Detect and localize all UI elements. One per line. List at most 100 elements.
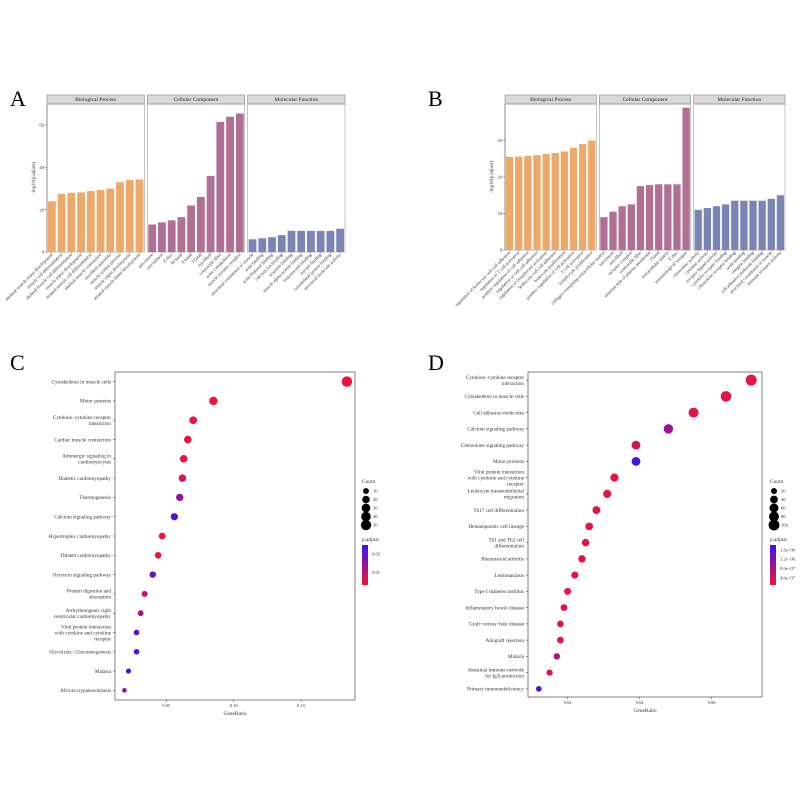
facet-strip-label: Biological Process xyxy=(75,97,116,103)
bar xyxy=(47,201,56,252)
bar xyxy=(560,151,569,250)
data-point xyxy=(125,668,131,674)
y-tick-label: Protein digestion and absorption xyxy=(67,589,111,601)
bar xyxy=(569,147,578,250)
padjust-legend-title: p.adjust xyxy=(362,537,379,543)
data-point xyxy=(180,455,188,463)
y-tick-label: Graft−versus−host disease xyxy=(469,621,525,628)
y-tick-label: Cytokine−cytokine receptor interaction xyxy=(466,375,525,387)
y-tick-label-line: Protein digestion and xyxy=(67,589,111,595)
y-tick-label: Malaria xyxy=(95,669,112,675)
y-tick-label-line: Cytokine−cytokine receptor xyxy=(466,375,524,381)
data-point xyxy=(170,513,178,521)
y-tick-label: Adrenergic signaling in cardiomyocytes xyxy=(62,454,111,466)
facet-panel xyxy=(147,103,245,253)
y-tick-label-line: Intestinal immune network xyxy=(468,667,524,673)
padjust-legend-label: 0.02 xyxy=(372,552,381,557)
padjust-colorbar xyxy=(770,545,776,585)
data-point xyxy=(133,648,140,655)
bar xyxy=(664,184,672,250)
count-legend-label: 50 xyxy=(373,523,378,528)
y-tick-label: 40 xyxy=(39,165,44,170)
bar xyxy=(600,217,608,250)
bar xyxy=(287,230,296,252)
padjust-legend-label: 1.6e−06 xyxy=(780,547,796,552)
bar xyxy=(655,184,663,250)
bar xyxy=(551,152,559,250)
panel-letter-d: D xyxy=(428,350,444,375)
y-tick-label: Hematopoietic cell lineage xyxy=(468,524,524,530)
padjust-legend-label: 0.01 xyxy=(372,570,381,575)
count-legend-label: 40 xyxy=(781,497,786,502)
bar xyxy=(125,180,134,252)
bar xyxy=(148,224,157,252)
count-legend-label: 10 xyxy=(373,489,378,494)
padjust-legend-label: 8.0e−07 xyxy=(780,566,796,571)
data-point xyxy=(176,493,184,502)
facet-strip-label: Cellular Component xyxy=(174,97,219,103)
y-tick-label: Leukocyte transendothelial migration xyxy=(468,489,525,501)
y-tick-label-line: Malaria xyxy=(95,669,112,675)
bar xyxy=(167,220,176,252)
x-tick-label: 0.15 xyxy=(297,703,306,708)
bar xyxy=(106,188,115,252)
y-tick-label-line: Cytoskeleton in muscle cells xyxy=(51,379,111,385)
bar xyxy=(57,193,66,252)
y-tick-label-line: Thermogenesis xyxy=(79,495,111,501)
panel-d-dot-plot: 0.02 0.04 0.06 GeneRatio Cytokine−cytokine r… xyxy=(461,371,796,714)
x-tick-label: 0.02 xyxy=(564,700,573,705)
y-tick-label-line: cardiomyocytes xyxy=(78,460,111,466)
facet-strip-label: Biological Process xyxy=(530,97,571,103)
data-point xyxy=(178,474,187,482)
data-point xyxy=(564,587,572,595)
y-axis-title: -log10(p.adjust) xyxy=(490,161,495,193)
bar xyxy=(196,197,205,252)
y-tick-label-line: receptor xyxy=(507,481,524,487)
count-legend-dot xyxy=(768,519,780,531)
data-point xyxy=(122,688,127,693)
bar xyxy=(505,156,514,250)
bar xyxy=(258,238,267,252)
bar xyxy=(77,192,85,252)
bar xyxy=(297,230,306,252)
bar xyxy=(731,200,739,250)
y-tick-label: Calcium signaling pathway xyxy=(54,515,111,521)
count-legend-label: 30 xyxy=(373,506,378,511)
data-point xyxy=(610,473,619,482)
data-point xyxy=(158,532,166,540)
y-tick-label-line: Type I diabetes mellitus xyxy=(474,589,524,595)
count-legend-dot xyxy=(770,495,778,504)
y-tick-label: Type I diabetes mellitus xyxy=(474,589,524,595)
count-legend-label: 40 xyxy=(373,514,378,519)
panel-b-bar-chart: 0 10 20 30 -log10(p.adjust) Biological Proces… xyxy=(454,94,786,307)
y-tick-label: Th17 cell differentiation xyxy=(473,507,524,514)
count-legend-label: 60 xyxy=(781,506,786,511)
y-tick-label: 60 xyxy=(39,123,44,128)
x-tick-label: 0.06 xyxy=(708,700,717,705)
bar xyxy=(776,195,785,250)
bar xyxy=(588,140,596,250)
count-legend-dot xyxy=(771,488,777,494)
padjust-legend-label: 1.2e−06 xyxy=(780,557,796,562)
y-tick-label-line: Cytoskeleton in muscle cells xyxy=(464,394,524,400)
y-tick-label: Leishmaniasis xyxy=(494,573,524,579)
bar xyxy=(721,204,730,250)
bar xyxy=(86,191,95,252)
data-point xyxy=(133,629,140,636)
padjust-legend-title: p.adjust xyxy=(770,537,787,543)
y-tick-label: Hypertrophic cardiomyopathy xyxy=(48,534,111,540)
bar xyxy=(326,230,335,252)
facet-panel xyxy=(693,103,786,251)
x-tick-label: Z disc xyxy=(667,250,679,262)
y-tick-label-line: absorption xyxy=(89,595,111,601)
y-tick-label: Primary immunodeficiency xyxy=(467,686,524,693)
y-tick-label-line: Cell adhesion molecules xyxy=(473,410,524,416)
y-axis-title: -log10(p.adjust) xyxy=(32,162,37,194)
data-point xyxy=(745,374,757,386)
data-point xyxy=(553,653,561,660)
facet-panel xyxy=(247,103,346,253)
panel-a-bar-chart: 0 20 40 60 -log10(p.adjust) Biological Proces… xyxy=(4,94,346,301)
x-tick-label: 0.10 xyxy=(230,703,239,708)
y-tick-label: Viral protein interaction with cytokine a… xyxy=(468,469,525,487)
count-legend-dot xyxy=(769,503,779,513)
